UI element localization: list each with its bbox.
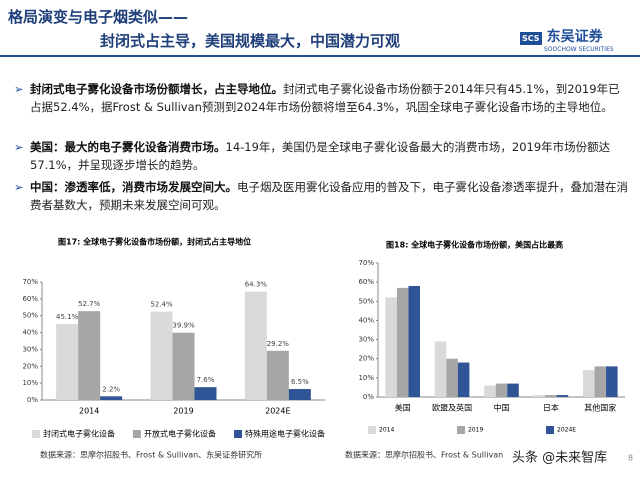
- legend-label: 2014: [379, 427, 394, 434]
- value-label: 6.5%: [291, 378, 309, 386]
- bar: [545, 395, 557, 397]
- header-rule: [0, 55, 640, 57]
- legend-swatch: [368, 426, 376, 434]
- legend-swatch: [234, 430, 242, 438]
- y-tick-label: 20%: [358, 355, 374, 363]
- bullet-lead: 美国：最大的电子雾化设备消费市场。: [30, 140, 226, 154]
- x-tick-label: 日本: [543, 403, 559, 413]
- y-tick-label: 70%: [22, 278, 38, 286]
- legend-swatch: [133, 430, 141, 438]
- y-tick-label: 40%: [358, 316, 374, 324]
- value-label: 64.3%: [245, 281, 268, 289]
- bar: [385, 297, 397, 397]
- value-label: 29.2%: [267, 340, 290, 348]
- y-tick-label: 30%: [358, 336, 374, 344]
- bullet: 美国：最大的电子雾化设备消费市场。14-19年，美国仍是全球电子雾化设备最大的消…: [14, 138, 630, 174]
- y-tick-label: 0%: [363, 393, 374, 401]
- x-tick-label: 2019: [173, 407, 193, 416]
- source: 数据来源：思摩尔招股书、Frost & Sullivan: [345, 450, 503, 460]
- bar: [56, 323, 79, 400]
- bullet: 中国：渗透率低，消费市场发展空间大。电子烟及医用雾化设备应用的普及下，电子雾化设…: [14, 178, 630, 214]
- title: 格局演变与电子烟类似——: [8, 8, 189, 26]
- value-label: 39.9%: [172, 322, 195, 330]
- bar: [408, 285, 420, 397]
- legend-label: 2019: [468, 427, 483, 434]
- bar: [495, 383, 508, 397]
- x-tick-label: 其他国家: [584, 403, 616, 413]
- value-label: 52.7%: [78, 300, 101, 308]
- bar: [507, 383, 519, 397]
- chart-title: 图18: 全球电子雾化设备市场份额，美国占比最高: [386, 240, 563, 250]
- source: 数据来源：思摩尔招股书、Frost & Sullivan、东吴证券研究所: [40, 450, 262, 460]
- value-label: 7.6%: [197, 376, 215, 384]
- bullet-lead: 封闭式电子雾化设备市场份额增长，占主导地位。: [30, 82, 283, 96]
- legend-swatch: [32, 430, 40, 438]
- x-tick-label: 中国: [494, 403, 510, 413]
- bar: [244, 291, 267, 400]
- y-tick-label: 70%: [358, 259, 374, 267]
- value-label: 45.1%: [56, 313, 79, 321]
- y-tick-label: 50%: [22, 312, 38, 320]
- x-tick-label: 2024E: [265, 407, 290, 416]
- logo-en: SOOCHOW SECURITIES: [544, 46, 614, 53]
- bullet-text: 封闭式电子雾化设备市场份额于2014年只有45.1%，到2019年已占据52.4…: [30, 82, 620, 114]
- bar: [172, 332, 195, 400]
- bullet: 封闭式电子雾化设备市场份额增长，占主导地位。封闭式电子雾化设备市场份额于2014…: [14, 80, 630, 116]
- bar: [446, 358, 458, 397]
- bar: [484, 385, 496, 397]
- y-tick-label: 30%: [22, 345, 38, 353]
- legend-label: 特殊用途电子雾化设备: [245, 429, 325, 439]
- y-tick-label: 40%: [22, 329, 38, 337]
- bar: [457, 362, 470, 397]
- y-tick-label: 10%: [358, 374, 374, 382]
- bar: [594, 366, 607, 397]
- logo-mark: SCS: [520, 32, 542, 45]
- y-tick-label: 50%: [358, 297, 374, 305]
- bullet-text: 14-19年，美国仍是全球电子雾化设备最大的消费市场，2019年市场份额达57.…: [30, 140, 611, 172]
- bar: [396, 287, 409, 397]
- page-number: 8: [628, 454, 633, 463]
- legend-label: 封闭式电子雾化设备: [43, 429, 115, 439]
- bar: [194, 387, 217, 400]
- bullet-text: 电子烟及医用雾化设备应用的普及下，电子雾化设备渗透率提升，叠加潜在消费者基数大，…: [30, 180, 628, 212]
- value-label: 52.4%: [150, 301, 173, 309]
- y-tick-label: 60%: [358, 278, 374, 286]
- legend-label: 开放式电子雾化设备: [144, 429, 216, 439]
- bar: [533, 395, 546, 397]
- logo: SCS 东吴证券 SOOCHOW SECURITIES: [520, 26, 614, 53]
- watermark: 头条 @未来智库: [512, 450, 607, 466]
- bar: [434, 341, 447, 397]
- legend-label: 2024E: [557, 427, 576, 434]
- bar: [100, 396, 123, 400]
- x-tick-label: 2014: [79, 407, 99, 416]
- legend-swatch: [546, 426, 554, 434]
- y-tick-label: 20%: [22, 362, 38, 370]
- x-tick-label: 欧盟及英国: [432, 403, 472, 413]
- x-tick-label: 美国: [395, 403, 411, 413]
- chart-title: 图17: 全球电子雾化设备市场份额，封闭式占主导地位: [58, 237, 251, 247]
- bar: [288, 389, 311, 400]
- bar: [266, 350, 289, 400]
- legend-swatch: [457, 426, 465, 434]
- bar: [556, 395, 569, 397]
- bar: [150, 311, 173, 400]
- bar: [583, 370, 595, 397]
- bar: [78, 311, 101, 400]
- y-tick-label: 60%: [22, 295, 38, 303]
- logo-cn: 东吴证券: [546, 29, 603, 45]
- bar: [606, 366, 618, 397]
- y-tick-label: 10%: [22, 379, 38, 387]
- y-tick-label: 0%: [27, 396, 38, 404]
- bullet-lead: 中国：渗透率低，消费市场发展空间大。: [30, 180, 237, 194]
- value-label: 2.2%: [102, 385, 120, 393]
- subtitle: 封闭式占主导，美国规模最大，中国潜力可观: [100, 32, 401, 50]
